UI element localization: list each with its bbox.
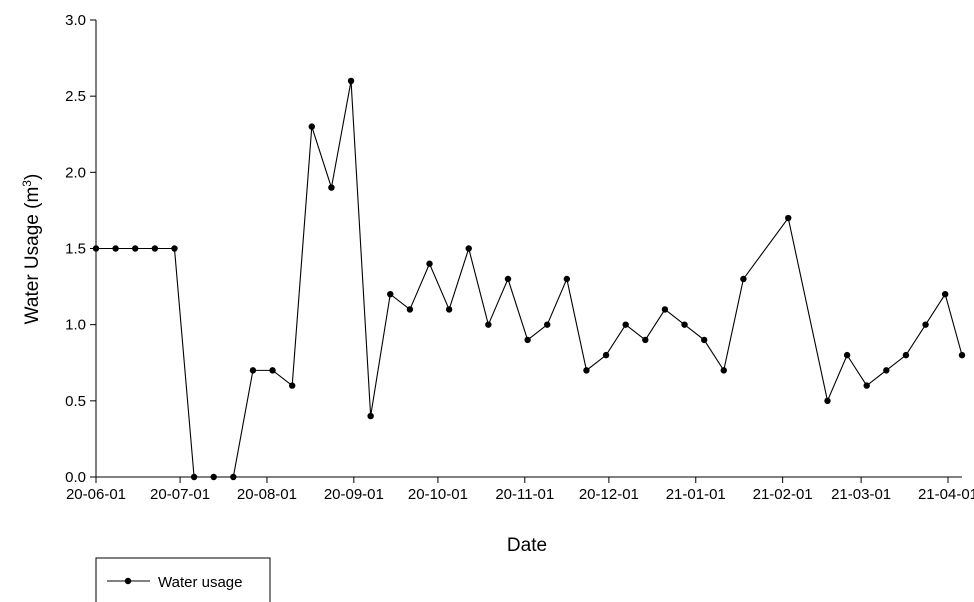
data-point (863, 382, 870, 389)
legend: Water usage (95, 557, 271, 602)
y-tick-label: 2.5 (65, 88, 86, 105)
data-point (367, 412, 374, 420)
x-tick-label: 20-08-01 (237, 486, 297, 503)
data-point (230, 473, 237, 481)
data-point (426, 260, 433, 267)
y-tick-label: 2.0 (65, 164, 86, 181)
data-point (92, 245, 100, 252)
data-point (824, 397, 831, 405)
data-point (883, 367, 890, 374)
data-point (485, 321, 492, 328)
x-tick-label: 21-04-01 (918, 486, 974, 503)
data-point (661, 306, 669, 313)
data-point (740, 275, 747, 283)
data-point (785, 214, 792, 222)
y-tick-label: 1.0 (65, 317, 86, 334)
data-point (622, 321, 629, 328)
data-point (843, 351, 851, 359)
y-axis-title-main: Water Usage (m (22, 187, 43, 325)
x-tick-label: 20-12-01 (579, 486, 639, 503)
data-point (922, 321, 929, 328)
x-tick-label: 20-07-01 (150, 486, 210, 503)
y-tick-label: 1.5 (65, 241, 86, 258)
data-point (269, 367, 276, 374)
data-point (171, 245, 178, 252)
y-axis-title: Water Usage (m3) (20, 174, 43, 325)
y-tick-label: 0.5 (65, 393, 86, 410)
data-point (112, 245, 119, 252)
data-point (563, 275, 571, 283)
data-point (902, 351, 910, 359)
data-point (132, 245, 139, 252)
data-point (210, 473, 217, 481)
data-point (406, 306, 414, 313)
legend-point-marker (124, 577, 132, 585)
data-point (602, 351, 610, 359)
data-point (720, 367, 727, 374)
data-point (288, 382, 296, 389)
y-axis-title-close: ) (22, 174, 43, 180)
data-point (524, 336, 531, 344)
data-point (190, 473, 198, 481)
data-point (544, 321, 551, 328)
data-point (387, 291, 394, 298)
axes: 0.0 0.5 1.0 1.5 2.0 2.5 3.0 20-06-01 20-07-01 20-… (65, 12, 974, 503)
data-point (465, 245, 472, 252)
y-tick-label: 3.0 (65, 12, 86, 29)
data-point (642, 336, 649, 344)
data-point (941, 291, 949, 298)
y-tick-label: 0.0 (65, 469, 86, 486)
x-axis-title: Date (507, 535, 547, 556)
x-tick-label: 20-09-01 (324, 486, 384, 503)
x-tick-label: 21-02-01 (753, 486, 813, 503)
data-point (583, 367, 590, 374)
data-point (328, 184, 335, 191)
series-water-usage (92, 77, 966, 481)
x-tick-label: 21-03-01 (831, 486, 891, 503)
x-tick-label: 21-01-01 (666, 486, 726, 503)
data-point (700, 336, 708, 344)
x-tick-label: 20-11-01 (495, 486, 554, 503)
series-line (96, 80, 963, 478)
x-tick-label: 20-10-01 (408, 486, 468, 503)
data-point (151, 245, 159, 252)
x-tick-label: 20-06-01 (66, 486, 126, 503)
data-point (958, 351, 966, 359)
legend-label: Water usage (158, 574, 243, 591)
data-point (681, 321, 688, 328)
data-point (347, 77, 355, 85)
y-axis-title-superscript: 3 (20, 180, 34, 187)
data-point (445, 306, 453, 313)
data-point (504, 275, 512, 283)
data-point (249, 367, 257, 374)
data-point (308, 123, 315, 130)
